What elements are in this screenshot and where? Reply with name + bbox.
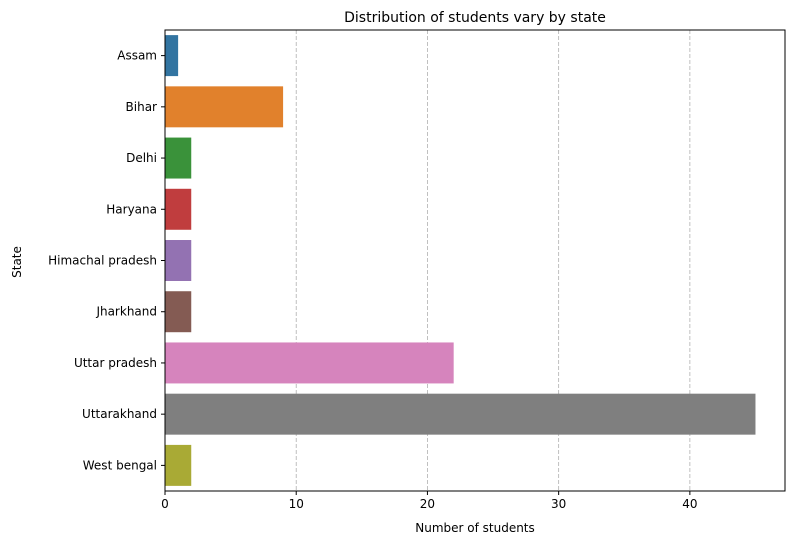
bar-bihar xyxy=(165,86,284,128)
chart-title: Distribution of students vary by state xyxy=(344,10,606,26)
y-axis-label: State xyxy=(10,246,24,278)
y-tick-label: Assam xyxy=(117,49,157,63)
bar-assam xyxy=(165,35,179,77)
bar-himachal-pradesh xyxy=(165,240,192,281)
y-axis-ticks: Assam Bihar Delhi Haryana Himachal pradesh Jh… xyxy=(48,49,165,472)
y-tick-label: Jharkhand xyxy=(95,305,157,319)
x-axis-ticks: 0 10 20 30 40 xyxy=(161,491,698,511)
x-axis-label: Number of students xyxy=(415,521,535,535)
x-tick-label: 30 xyxy=(551,497,566,511)
bar-delhi xyxy=(165,137,192,179)
y-tick-label: Uttar pradesh xyxy=(74,356,157,370)
y-tick-label: West bengal xyxy=(83,458,157,472)
bars xyxy=(165,35,756,486)
bar-west-bengal xyxy=(165,444,192,486)
bar-uttarakhand xyxy=(165,393,756,435)
y-tick-label: Uttarakhand xyxy=(82,407,157,421)
bar-haryana xyxy=(165,188,192,230)
y-tick-label: Bihar xyxy=(126,100,158,114)
y-tick-label: Haryana xyxy=(106,202,157,216)
x-tick-label: 20 xyxy=(420,497,435,511)
y-tick-label: Delhi xyxy=(126,151,157,165)
bar-jharkhand xyxy=(165,291,192,333)
x-tick-label: 10 xyxy=(289,497,304,511)
y-tick-label: Himachal pradesh xyxy=(48,254,157,268)
bar-uttar-pradesh xyxy=(165,342,454,384)
plot-frame xyxy=(164,29,786,492)
x-tick-label: 0 xyxy=(161,497,169,511)
x-tick-label: 40 xyxy=(682,497,697,511)
